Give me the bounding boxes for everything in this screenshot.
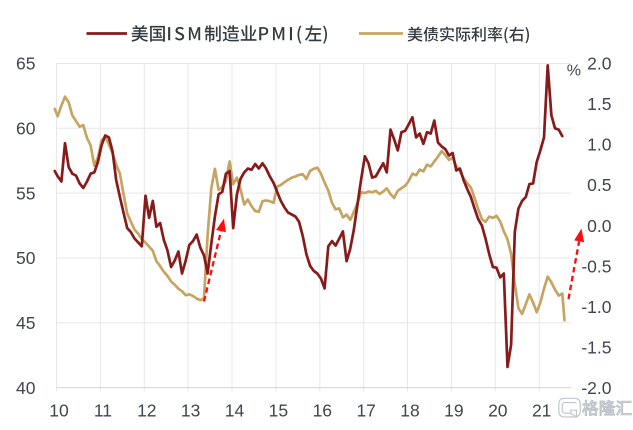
svg-text:2.0: 2.0 xyxy=(587,54,612,74)
svg-text:-1.0: -1.0 xyxy=(581,297,611,317)
svg-text:-1.5: -1.5 xyxy=(581,337,611,357)
svg-text:1.0: 1.0 xyxy=(587,135,612,155)
svg-text:45: 45 xyxy=(16,313,35,333)
svg-text:19: 19 xyxy=(444,401,463,421)
svg-text:13: 13 xyxy=(181,401,200,421)
svg-text:50: 50 xyxy=(16,248,36,268)
svg-text:20: 20 xyxy=(488,401,508,421)
svg-text:%: % xyxy=(567,63,581,80)
svg-text:65: 65 xyxy=(16,54,35,74)
svg-text:1.5: 1.5 xyxy=(587,94,611,114)
svg-text:0.5: 0.5 xyxy=(587,175,611,195)
svg-text:11: 11 xyxy=(94,401,112,421)
svg-text:12: 12 xyxy=(137,401,156,421)
svg-text:17: 17 xyxy=(356,401,375,421)
svg-text:-0.5: -0.5 xyxy=(581,256,611,276)
svg-text:55: 55 xyxy=(16,183,35,203)
svg-text:10: 10 xyxy=(49,401,69,421)
svg-text:15: 15 xyxy=(269,401,288,421)
svg-text:18: 18 xyxy=(400,401,419,421)
svg-text:40: 40 xyxy=(16,378,36,398)
svg-text:14: 14 xyxy=(225,401,245,421)
svg-text:0.0: 0.0 xyxy=(587,216,612,236)
svg-text:-2.0: -2.0 xyxy=(581,378,611,398)
svg-text:16: 16 xyxy=(313,401,332,421)
svg-text:21: 21 xyxy=(532,401,551,421)
svg-text:60: 60 xyxy=(16,119,36,139)
